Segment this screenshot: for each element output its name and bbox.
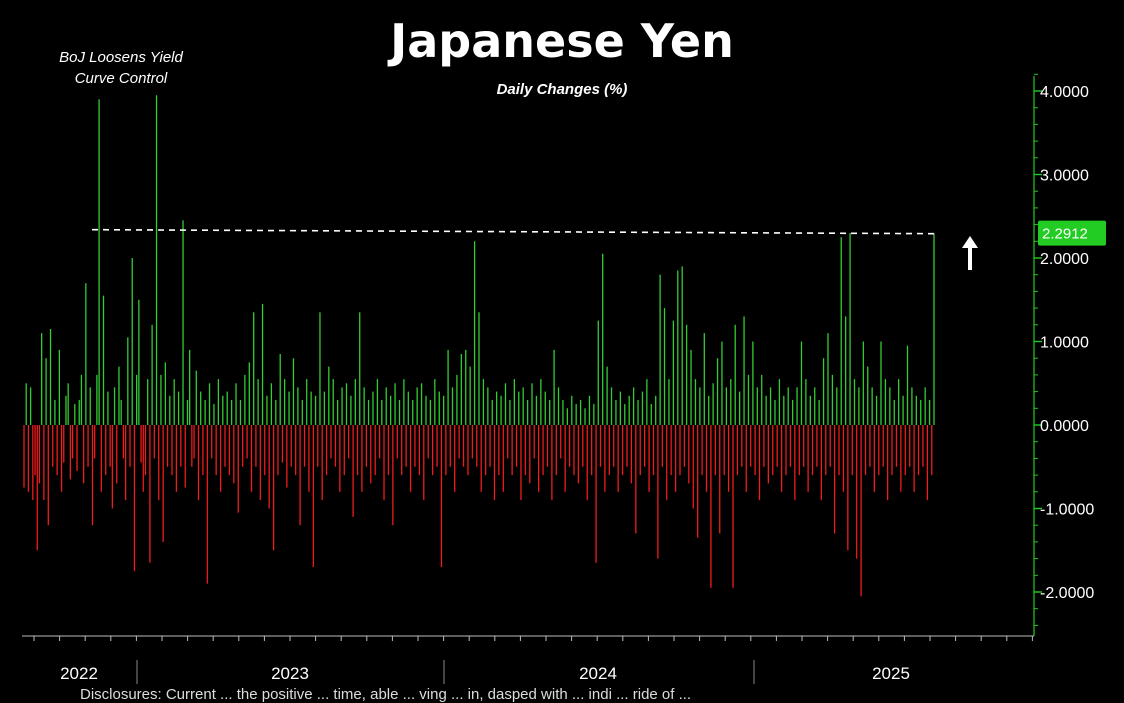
x-period-label: 2025 bbox=[872, 664, 910, 683]
last-value-label: 2.2912 bbox=[1038, 220, 1106, 246]
y-tick-label: -1.0000 bbox=[1040, 502, 1094, 519]
y-tick-label: 3.0000 bbox=[1040, 168, 1089, 185]
y-tick-label: 1.0000 bbox=[1040, 335, 1089, 352]
x-axis: 2022 2023 2024 2025 bbox=[22, 635, 1034, 684]
y-tick-label: 2.0000 bbox=[1040, 251, 1089, 268]
chart-title: Japanese Yen bbox=[390, 14, 734, 68]
x-period-label: 2023 bbox=[271, 664, 309, 683]
last-value-text: 2.2912 bbox=[1042, 226, 1088, 243]
footer-disclosure: Disclosures: Current ... the positive ..… bbox=[80, 686, 692, 703]
x-period-label: 2024 bbox=[579, 664, 617, 683]
bars-group bbox=[23, 95, 935, 597]
y-tick-label: 4.0000 bbox=[1040, 84, 1089, 101]
y-axis: 4.0000 3.0000 2.0000 1.0000 0.0000 -1.0000 -2.… bbox=[1033, 73, 1094, 636]
x-period-label: 2022 bbox=[60, 664, 98, 683]
chart-subtitle: Daily Changes (%) bbox=[496, 81, 628, 98]
reference-line-dashed bbox=[91, 228, 935, 235]
up-arrow-icon bbox=[962, 236, 978, 270]
annotation-boj: BoJ Loosens Yield Curve Control bbox=[59, 49, 183, 87]
y-tick-label: -2.0000 bbox=[1040, 585, 1094, 602]
last-value-box bbox=[1038, 220, 1106, 246]
y-tick-label: 0.0000 bbox=[1040, 418, 1089, 435]
